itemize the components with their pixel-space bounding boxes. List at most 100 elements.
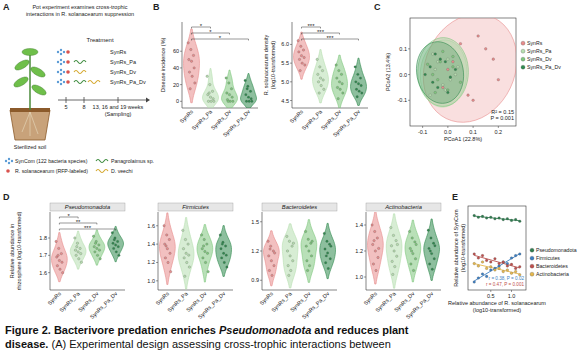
rs-icon	[66, 60, 70, 64]
y-axis	[158, 212, 159, 290]
legend-label: Actinobacteria	[536, 271, 569, 277]
y-tick-label: 20	[173, 82, 179, 88]
data-point	[290, 269, 292, 271]
x-tick-label: SynRs	[362, 290, 378, 306]
data-point	[390, 226, 392, 228]
data-point	[481, 215, 484, 218]
timeline-label: 5	[64, 104, 67, 110]
data-point	[168, 238, 170, 240]
data-point	[78, 258, 80, 260]
pa-icon	[96, 160, 108, 163]
panel-label: B	[153, 2, 160, 12]
y-tick	[180, 67, 182, 68]
data-point	[112, 242, 114, 244]
data-point	[410, 250, 412, 252]
panel-label: C	[374, 2, 381, 12]
syncom-icon	[60, 73, 62, 75]
data-point	[92, 235, 94, 237]
violin	[89, 230, 105, 265]
data-point	[57, 254, 59, 256]
data-point	[447, 91, 450, 94]
data-point	[326, 240, 328, 242]
legend-label: Panagrolaimus sp.	[111, 158, 154, 164]
legend-label: Bacteroidetes	[536, 263, 568, 269]
data-point	[497, 78, 500, 81]
x-tick	[498, 126, 499, 128]
violin	[424, 219, 440, 281]
data-point	[319, 66, 321, 68]
y-tick	[408, 74, 410, 75]
violin	[264, 231, 280, 286]
data-point	[60, 252, 62, 254]
regression-line	[474, 216, 520, 221]
rs-icon	[66, 50, 70, 54]
data-point	[117, 245, 119, 247]
data-point	[206, 252, 208, 254]
rs-icon	[66, 70, 70, 74]
legend-label: Pseudomonadota	[536, 247, 577, 253]
data-point	[232, 100, 234, 102]
annotation: r = 0.47, P = 0.001	[486, 282, 524, 287]
data-point	[286, 250, 288, 252]
data-point	[292, 242, 294, 244]
data-point	[207, 270, 209, 272]
data-point	[444, 60, 447, 63]
rs-icon	[66, 80, 70, 84]
data-point	[409, 247, 411, 249]
figure: APot experiment examines cross-trophicin…	[0, 0, 578, 352]
data-point	[355, 88, 357, 90]
y-tick-label: 0.0	[399, 72, 407, 78]
data-point	[518, 266, 521, 269]
data-point	[454, 68, 457, 71]
data-point	[434, 53, 437, 56]
syncom-icon	[60, 59, 62, 61]
root	[30, 112, 38, 134]
data-point	[392, 273, 394, 275]
data-point	[354, 66, 356, 68]
data-point	[432, 242, 434, 244]
data-point	[481, 254, 484, 257]
data-point	[477, 257, 480, 260]
data-point	[457, 66, 460, 69]
timeline-tick	[118, 97, 119, 103]
data-point	[185, 252, 187, 254]
violin	[386, 214, 402, 288]
data-point	[506, 269, 509, 272]
data-point	[494, 269, 497, 272]
data-point	[273, 264, 275, 266]
data-point	[472, 99, 475, 102]
data-point	[514, 267, 517, 270]
data-point	[327, 267, 329, 269]
x-tick-label: -0.1	[418, 129, 427, 135]
legend-marker	[530, 256, 534, 260]
data-point	[510, 272, 513, 275]
data-point	[360, 84, 362, 86]
y-tick-label: 5.0	[281, 79, 289, 85]
syncom-icon	[57, 51, 59, 53]
x-tick	[473, 126, 474, 128]
data-point	[55, 240, 57, 242]
data-point	[270, 245, 272, 247]
data-point	[231, 96, 233, 98]
data-point	[203, 238, 205, 240]
confidence-ellipse	[416, 42, 463, 104]
x-tick-label: 0.2	[495, 129, 503, 135]
legend-marker	[521, 49, 525, 53]
data-point	[395, 239, 397, 241]
data-point	[270, 260, 272, 262]
data-point	[250, 98, 252, 100]
data-point	[319, 77, 321, 79]
data-point	[244, 79, 246, 81]
syncom-icon	[63, 81, 65, 83]
y-tick	[48, 272, 50, 273]
data-point	[183, 257, 185, 259]
data-point	[194, 82, 196, 84]
data-point	[481, 273, 484, 276]
data-point	[514, 218, 517, 221]
y-tick-label: 1.4	[355, 222, 363, 228]
y-tick	[156, 262, 158, 263]
data-point	[298, 51, 300, 53]
data-point	[165, 245, 167, 247]
data-point	[494, 258, 497, 261]
data-point	[230, 88, 232, 90]
